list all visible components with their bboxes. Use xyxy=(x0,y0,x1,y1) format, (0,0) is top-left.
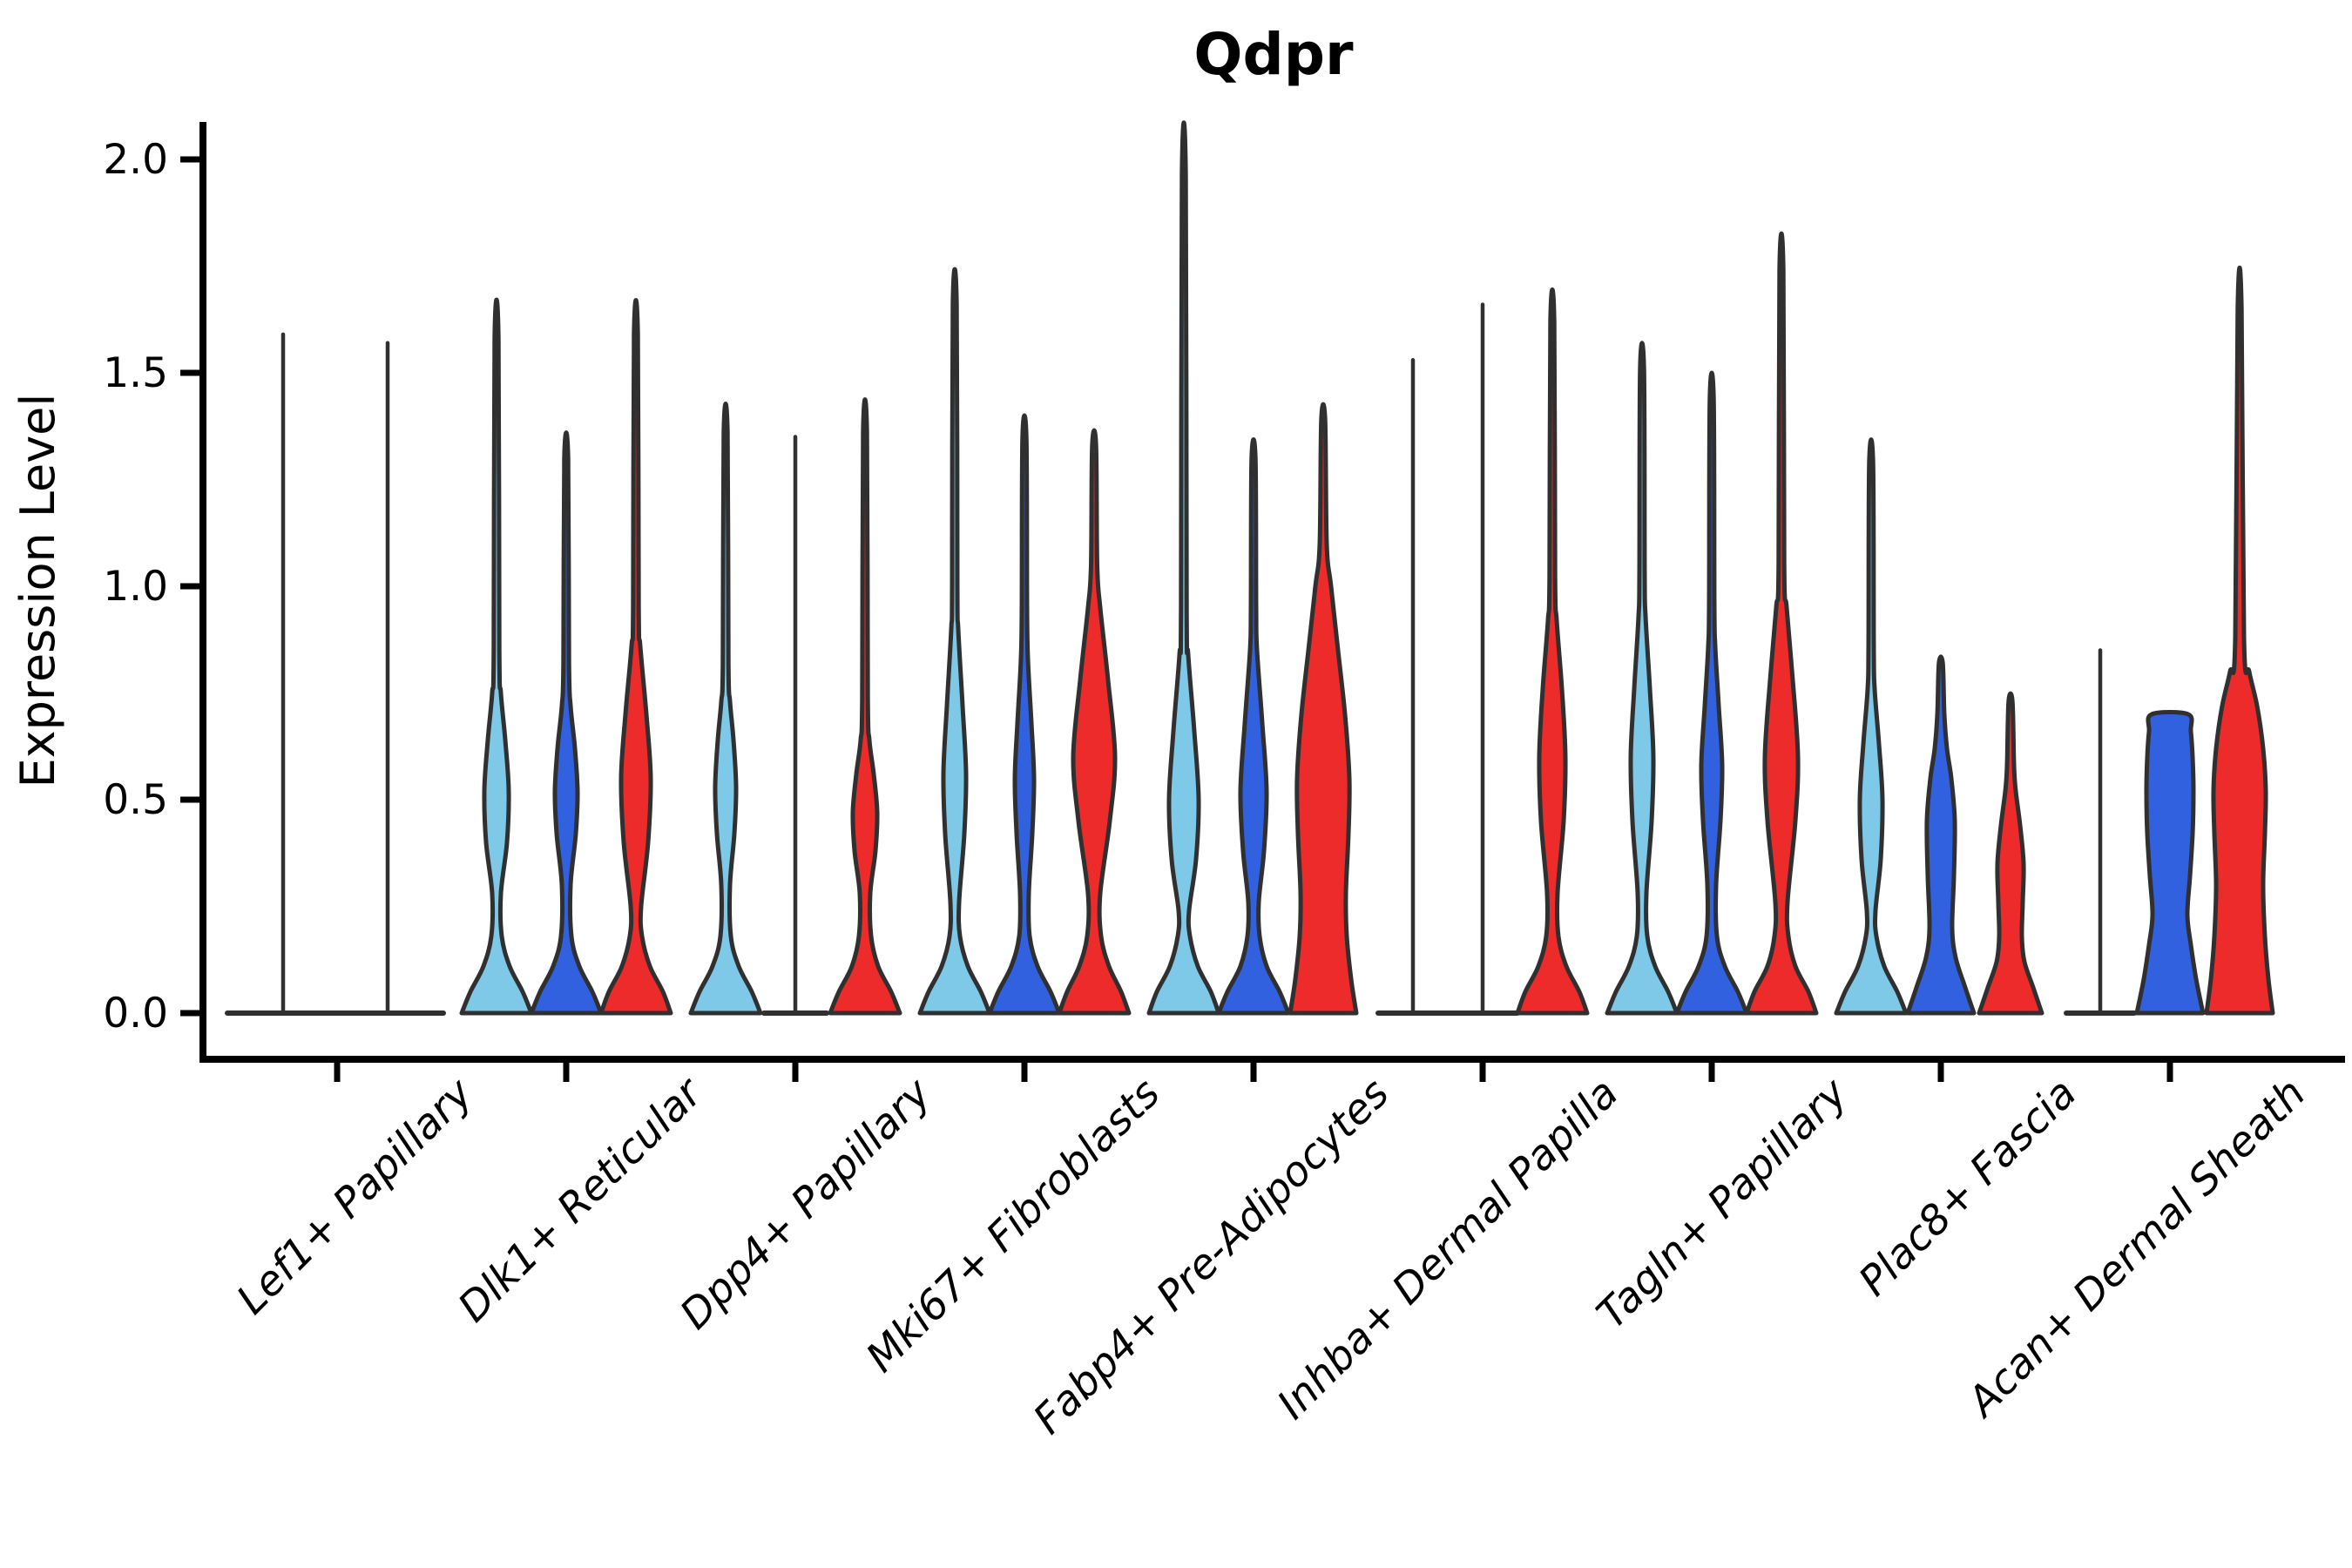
violin-group-9 xyxy=(2064,265,2275,1016)
violin-group-8 xyxy=(1834,437,2044,1016)
violin-body xyxy=(459,297,534,1016)
violin-body xyxy=(598,298,673,1016)
violin-group-2 xyxy=(459,297,673,1016)
violin-body xyxy=(1216,437,1291,1016)
violin-body xyxy=(987,413,1062,1016)
violin-body xyxy=(1605,341,1680,1016)
y-tick-label: 1.0 xyxy=(103,563,168,611)
chart-title: Qdpr xyxy=(1193,21,1354,88)
violin-body xyxy=(1057,428,1132,1016)
violin-body xyxy=(1905,654,1977,1016)
violin-body xyxy=(2134,710,2206,1016)
violin-group-3 xyxy=(688,397,902,1016)
axes-layer xyxy=(180,122,2345,1082)
violin-group-5 xyxy=(1146,120,1359,1016)
y-axis-label: Expression Level xyxy=(10,394,65,788)
violin-body xyxy=(1744,231,1819,1016)
y-tick-label: 0.0 xyxy=(103,990,168,1037)
violin-body xyxy=(1674,370,1749,1016)
violin-body xyxy=(1515,287,1590,1016)
violin-body xyxy=(1146,120,1221,1016)
violin-body xyxy=(688,402,763,1016)
x-tick-label-3: Dpp4+ Papillary xyxy=(671,1069,941,1339)
y-tick-label: 2.0 xyxy=(103,136,168,184)
x-tick-label-7: Tagln+ Papillary xyxy=(1588,1069,1858,1339)
x-tick-label-8: Plac8+ Fascia xyxy=(1849,1070,2085,1306)
y-tick-label: 1.5 xyxy=(103,349,168,397)
violins-layer xyxy=(225,120,2275,1016)
violin-body xyxy=(529,430,604,1016)
violin-body xyxy=(917,267,992,1016)
x-tick-label-2: Dlk1+ Reticular xyxy=(449,1068,713,1332)
violin-body xyxy=(1288,402,1359,1016)
violin-body xyxy=(2204,265,2275,1016)
violin-body xyxy=(1834,437,1909,1016)
violin-group-7 xyxy=(1605,231,1819,1016)
violin-body xyxy=(1977,691,2044,1016)
violin-group-6 xyxy=(1375,287,1590,1016)
y-tick-label: 0.5 xyxy=(103,776,168,824)
violin-group-4 xyxy=(917,267,1132,1016)
violin-body xyxy=(828,397,902,1016)
violin-group-1 xyxy=(225,332,446,1016)
x-tick-label-1: Lef1+ Papillary xyxy=(227,1069,483,1324)
